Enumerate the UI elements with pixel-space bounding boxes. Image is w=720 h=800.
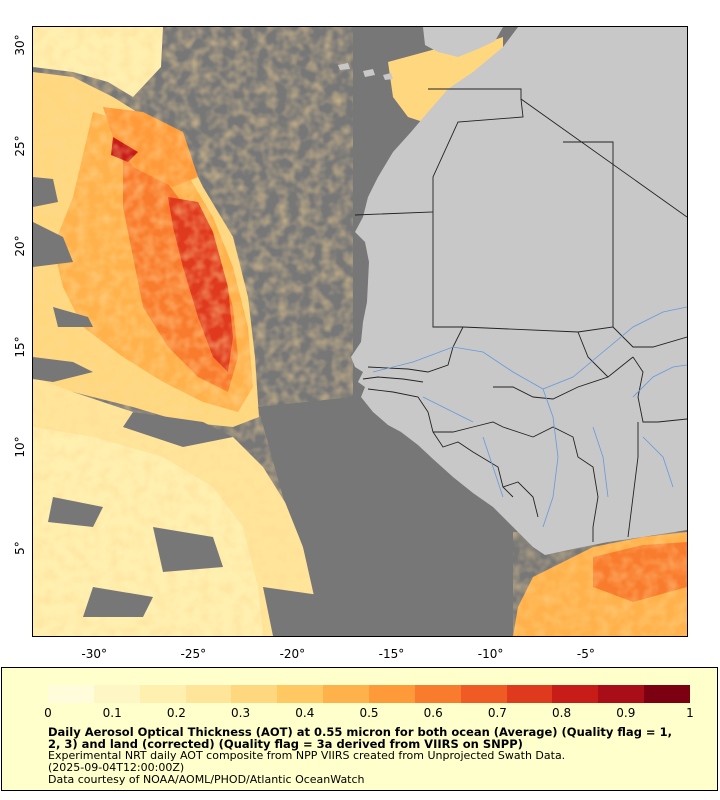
colorbar-swatch bbox=[644, 685, 691, 703]
colorbar-swatch bbox=[460, 685, 507, 703]
colorbar bbox=[48, 685, 691, 703]
y-tick-label: 20° bbox=[13, 235, 27, 257]
colorbar-tick-label: 0.5 bbox=[359, 706, 379, 720]
map-panel[interactable] bbox=[32, 26, 688, 637]
land-iberia bbox=[423, 27, 503, 57]
legend-title-line1: Daily Aerosol Optical Thickness (AOT) at… bbox=[48, 725, 672, 739]
colorbar-swatch bbox=[277, 685, 324, 703]
colorbar-swatch bbox=[139, 685, 186, 703]
cloud-mask-gaps bbox=[33, 177, 353, 636]
legend-source-line: Experimental NRT daily AOT composite fro… bbox=[48, 749, 566, 762]
colorbar-swatch bbox=[231, 685, 278, 703]
colorbar-swatch bbox=[323, 685, 370, 703]
land-africa bbox=[351, 27, 687, 555]
y-tick-label: 15° bbox=[13, 335, 27, 358]
legend-panel: 0 0.1 0.2 0.3 0.4 0.5 0.6 0.7 0.8 0.9 1 Daily Aero… bbox=[1, 667, 718, 791]
aot-field-coast-north bbox=[388, 37, 503, 122]
colorbar-tick-label: 0.4 bbox=[295, 706, 315, 720]
y-tick-label: 25° bbox=[13, 134, 27, 157]
y-tick-label: 30° bbox=[13, 34, 27, 56]
colorbar-tick-label: 0.3 bbox=[231, 706, 251, 720]
land bbox=[338, 27, 687, 555]
legend-credit-line: Data courtesy of NOAA/AOML/PHOD/Atlantic… bbox=[48, 773, 365, 786]
x-tick-label: -25° bbox=[180, 647, 207, 661]
colorbar-tick-label: 0.1 bbox=[102, 706, 122, 720]
colorbar-tick-label: 0.7 bbox=[487, 706, 507, 720]
legend-title: Daily Aerosol Optical Thickness (AOT) at… bbox=[48, 726, 688, 750]
colorbar-tick-label: 1 bbox=[686, 706, 694, 720]
land-canary-2 bbox=[363, 69, 375, 77]
x-tick-label: -30° bbox=[81, 647, 107, 661]
colorbar-tick-label: 0.8 bbox=[552, 706, 572, 720]
colorbar-swatch bbox=[414, 685, 461, 703]
colorbar-swatch bbox=[506, 685, 553, 703]
colorbar-tick-label: 0.2 bbox=[166, 706, 186, 720]
colorbar-swatch bbox=[185, 685, 232, 703]
rivers bbox=[372, 306, 687, 528]
x-tick-label: -10° bbox=[477, 647, 504, 661]
x-tick-label: -20° bbox=[279, 647, 306, 661]
colorbar-swatch bbox=[598, 685, 645, 703]
colorbar-swatch bbox=[369, 685, 415, 703]
y-tick-label: 5° bbox=[13, 540, 27, 555]
y-tick-label: 10° bbox=[13, 436, 27, 458]
legend-date-line: (2025-09-04T12:00:00Z) bbox=[48, 761, 185, 774]
colorbar-swatch bbox=[552, 685, 599, 703]
legend-title-line2: 2, 3) and land (corrected) (Quality flag… bbox=[48, 737, 523, 751]
colorbar-swatch bbox=[48, 685, 94, 703]
land-canary-3 bbox=[383, 73, 393, 80]
country-borders bbox=[354, 88, 687, 542]
x-tick-label: -15° bbox=[378, 647, 405, 661]
x-tick-label: -5° bbox=[576, 647, 595, 661]
colorbar-swatch bbox=[93, 685, 140, 703]
land-canary-1 bbox=[338, 63, 350, 70]
colorbar-tick-label: 0.9 bbox=[616, 706, 636, 720]
colorbar-tick-label: 0.6 bbox=[423, 706, 443, 720]
colorbar-tick-label: 0 bbox=[44, 706, 52, 720]
